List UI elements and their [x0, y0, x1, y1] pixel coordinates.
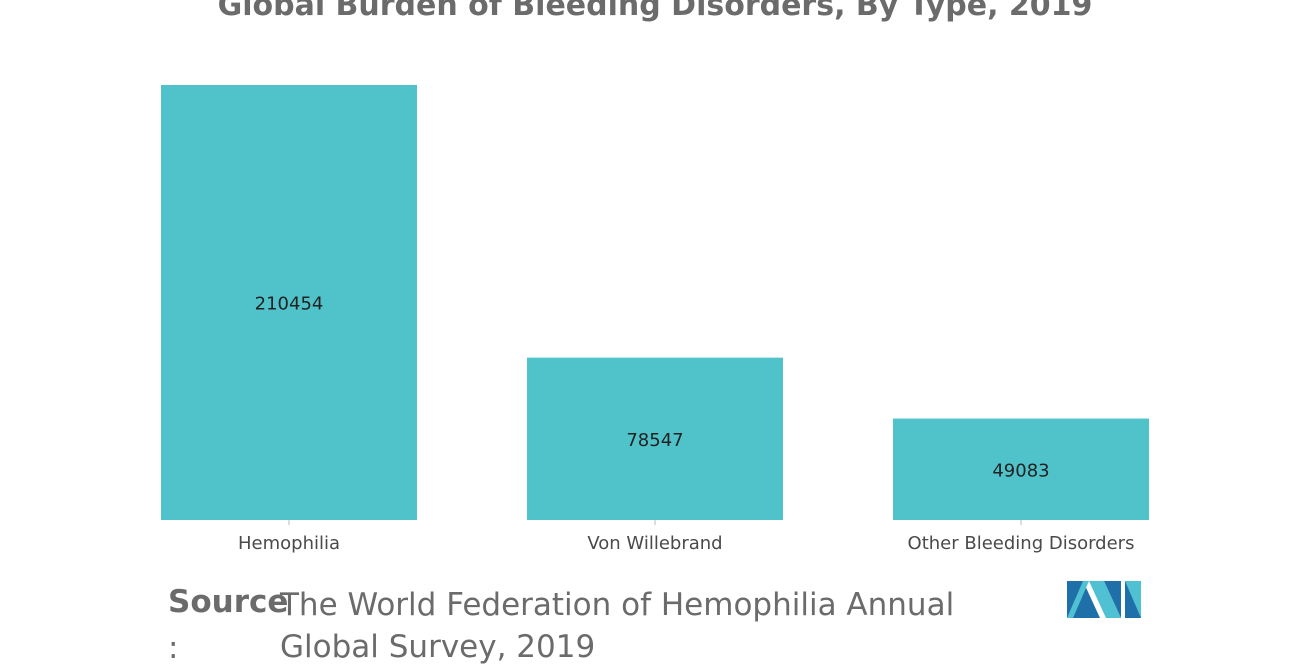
bar-hemophilia	[161, 85, 417, 520]
x-tick-label: Other Bleeding Disorders	[908, 533, 1135, 554]
x-tick-label: Hemophilia	[238, 533, 340, 554]
source-label: Source	[168, 584, 289, 620]
data-label: 49083	[992, 460, 1049, 481]
bar-chart: 210454 Hemophilia 78547 Von Willebrand 49083…	[161, 85, 1149, 554]
data-label: 78547	[626, 430, 683, 451]
source-colon: :	[168, 630, 179, 666]
mordor-logo-icon	[1067, 581, 1141, 618]
bar-other-bleeding-disorders	[893, 418, 1149, 520]
data-label: 210454	[255, 294, 324, 315]
chart-title: Global Burden of Bleeding Disorders, By …	[217, 0, 1093, 23]
x-tick-label: Von Willebrand	[587, 533, 722, 554]
bar-von-willebrand	[527, 357, 783, 520]
source-text: The World Federation of Hemophilia Annua…	[280, 587, 955, 665]
